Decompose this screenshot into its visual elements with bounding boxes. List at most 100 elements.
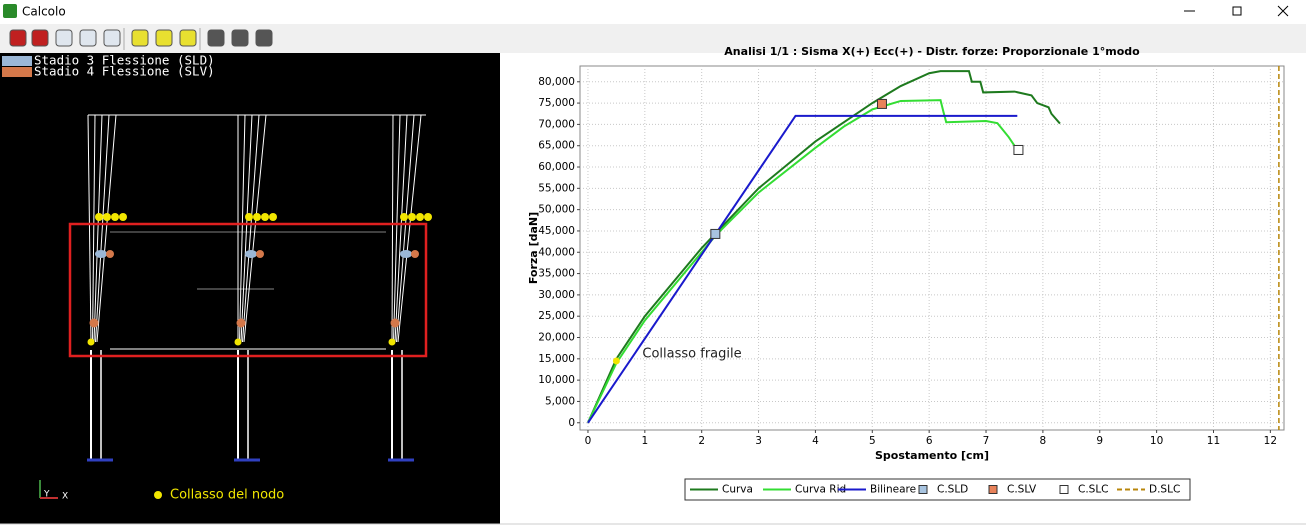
- legend-marker: [988, 485, 998, 494]
- toolbar-button[interactable]: [155, 29, 173, 47]
- node-collapse: [400, 213, 408, 221]
- toolbar-button[interactable]: [31, 29, 49, 47]
- y-tick-label: 15,000: [538, 353, 575, 365]
- x-tick-label: 9: [1096, 435, 1103, 447]
- y-tick-label: 0: [568, 417, 575, 429]
- node-collapse: [95, 213, 103, 221]
- x-tick-label: 12: [1264, 435, 1277, 447]
- series-line: [587, 70, 1061, 424]
- y-tick-label: 65,000: [538, 140, 575, 152]
- legend-label: C.SLV: [1007, 484, 1037, 496]
- legend-label: Stadio 4 Flessione (SLV): [34, 64, 215, 79]
- y-tick-label: 70,000: [538, 118, 575, 130]
- y-tick-label: 75,000: [538, 97, 575, 109]
- title-bar: [0, 0, 1306, 24]
- y-tick-label: 60,000: [538, 161, 575, 173]
- column-line: [397, 114, 422, 343]
- restore-button[interactable]: [1232, 6, 1242, 16]
- toolbar-button[interactable]: [9, 29, 27, 47]
- hinge-slv: [256, 250, 264, 258]
- y-tick-label: 50,000: [538, 204, 575, 216]
- legend-label: C.SLC: [1078, 484, 1109, 496]
- note: Collasso del nodo: [170, 488, 284, 503]
- legend-swatch: [2, 67, 32, 77]
- toolbar-button[interactable]: [231, 29, 249, 47]
- hinge-sld: [95, 250, 107, 258]
- y-tick-label: 55,000: [538, 182, 575, 194]
- legend-swatch: [2, 56, 32, 66]
- x-tick-label: 0: [585, 435, 592, 447]
- y-tick-label: 45,000: [538, 225, 575, 237]
- column-line: [393, 114, 401, 343]
- column-line: [95, 114, 110, 343]
- highlight-box: [68, 222, 428, 358]
- note-dot: [154, 491, 162, 499]
- y-tick-label: 25,000: [538, 310, 575, 322]
- column-line: [87, 114, 92, 343]
- node-collapse: [408, 213, 416, 221]
- column-line: [96, 114, 117, 343]
- toolbar-button[interactable]: [179, 29, 197, 47]
- chart-title: Analisi 1/1 : Sisma X(+) Ecc(+) - Distr.…: [724, 45, 1140, 58]
- node-collapse: [424, 213, 432, 221]
- hinge-slv: [390, 318, 400, 328]
- axis-label: X: [62, 492, 68, 502]
- x-tick-label: 2: [698, 435, 705, 447]
- column-line: [239, 114, 246, 343]
- close-button[interactable]: [1277, 5, 1289, 17]
- toolbar-button[interactable]: [55, 29, 73, 47]
- x-tick-label: 1: [641, 435, 648, 447]
- series-line: [587, 99, 1016, 424]
- toolbar-button[interactable]: [207, 29, 225, 47]
- toolbar-buttons: [9, 28, 273, 50]
- axis-label: Y: [43, 490, 50, 500]
- limit-point: [710, 228, 721, 239]
- annotation-point: [612, 357, 620, 365]
- column-line: [396, 114, 415, 343]
- node-collapse: [261, 213, 269, 221]
- node-collapse: [111, 213, 119, 221]
- plot-area: [579, 65, 1285, 431]
- toolbar-button[interactable]: [131, 29, 149, 47]
- node-collapse: [234, 338, 242, 346]
- series-line: [587, 114, 1018, 424]
- x-tick-label: 7: [983, 435, 990, 447]
- column-line: [240, 114, 253, 343]
- legend-marker: [918, 485, 928, 494]
- legend-label: Bilineare: [870, 484, 916, 496]
- legend-label: D.SLC: [1149, 484, 1180, 496]
- column-line: [92, 114, 96, 343]
- hinge-slv: [236, 318, 246, 328]
- node-collapse: [245, 213, 253, 221]
- hinge-slv: [89, 318, 99, 328]
- x-tick-label: 3: [755, 435, 762, 447]
- node-collapse: [103, 213, 111, 221]
- legend-label: Curva: [722, 484, 753, 496]
- hinge-slv: [411, 250, 419, 258]
- toolbar-button[interactable]: [79, 29, 97, 47]
- annotation: Collasso fragile: [642, 346, 741, 361]
- toolbar-button[interactable]: [103, 29, 121, 47]
- node-collapse: [416, 213, 424, 221]
- x-tick-label: 6: [926, 435, 933, 447]
- y-tick-label: 10,000: [538, 374, 575, 386]
- node-collapse: [119, 213, 127, 221]
- node-collapse: [388, 338, 396, 346]
- legend-label: C.SLD: [937, 484, 968, 496]
- x-axis-title: Spostamento [cm]: [875, 449, 989, 462]
- limit-point: [1013, 144, 1024, 155]
- window-title: Calcolo: [22, 5, 66, 19]
- hinge-sld: [400, 250, 412, 258]
- x-tick-label: 8: [1040, 435, 1047, 447]
- toolbar-button[interactable]: [255, 29, 273, 47]
- y-tick-label: 20,000: [538, 332, 575, 344]
- column-line: [242, 114, 260, 343]
- legend-marker: [1059, 485, 1069, 494]
- node-collapse: [269, 213, 277, 221]
- y-tick-label: 35,000: [538, 268, 575, 280]
- legend-box: [684, 478, 1191, 501]
- legend-label: Stadio 3 Flessione (SLD): [34, 53, 215, 68]
- y-axis-title: Forza [daN]: [527, 212, 540, 284]
